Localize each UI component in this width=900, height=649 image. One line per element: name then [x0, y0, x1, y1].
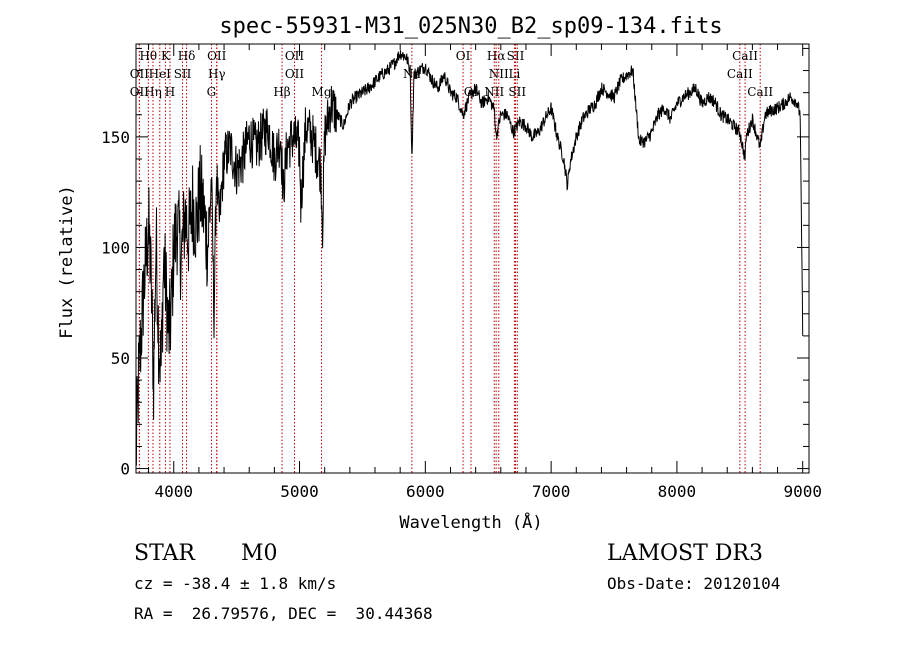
line-label: Mg — [312, 85, 332, 99]
line-label: G — [207, 85, 217, 99]
line-label: Hα — [487, 49, 506, 63]
line-label: Hγ — [208, 67, 226, 81]
x-axis-label: Wavelength (Å) — [399, 511, 542, 533]
y-tick-label: 100 — [101, 238, 130, 257]
x-tick-label: 6000 — [406, 482, 445, 501]
line-label: Hη — [144, 85, 162, 99]
line-label: NII — [484, 85, 504, 99]
observation-date: Obs-Date: 20120104 — [607, 574, 781, 593]
x-tick-label: 4000 — [154, 482, 193, 501]
line-label: OI — [456, 49, 471, 63]
x-tick-label: 7000 — [532, 482, 571, 501]
y-axis-label: Flux (relative) — [57, 185, 77, 339]
line-label: CaII — [727, 67, 753, 81]
x-tick-label: 9000 — [783, 482, 822, 501]
line-label: OII — [130, 85, 150, 99]
line-label: CaII — [747, 85, 773, 99]
line-label: OII — [285, 67, 305, 81]
y-axis: 0 50 100 150 — [101, 47, 809, 479]
line-label: NII — [489, 67, 509, 81]
x-tick-label: 5000 — [280, 482, 319, 501]
y-tick-label: 150 — [101, 128, 130, 147]
object-class: STAR — [134, 541, 195, 566]
line-label: Hθ — [139, 49, 157, 63]
line-label: H — [165, 85, 175, 99]
line-label: K — [161, 49, 171, 63]
sky-coordinates: RA = 26.79576, DEC = 30.44368 — [134, 604, 433, 623]
spectrum-line — [135, 50, 804, 466]
line-label: CaII — [732, 49, 758, 63]
line-label: Li — [508, 67, 520, 81]
line-label: SII — [507, 49, 525, 63]
spectrum-series — [135, 50, 804, 466]
y-tick-label: 50 — [111, 349, 130, 368]
plot-frame — [135, 43, 810, 474]
line-label: Hβ — [273, 85, 290, 99]
x-axis: 4000 5000 6000 7000 8000 9000 — [148, 44, 822, 501]
chart-title: spec-55931-M31_025N30_B2_sp09-134.fits — [219, 14, 722, 39]
line-label: OII — [130, 67, 150, 81]
line-label: HeI — [149, 67, 172, 81]
object-subclass: M0 — [241, 541, 278, 566]
line-label: Hδ — [178, 49, 196, 63]
y-tick-label: 0 — [120, 460, 130, 479]
line-label: SII — [508, 85, 526, 99]
survey-label: LAMOST DR3 — [607, 541, 763, 566]
line-label: SII — [174, 67, 192, 81]
redshift-velocity: cz = -38.4 ± 1.8 km/s — [134, 574, 337, 593]
x-tick-label: 8000 — [658, 482, 697, 501]
